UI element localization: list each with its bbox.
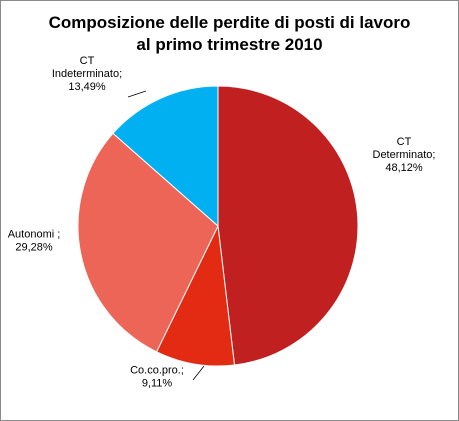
pie-slice-2 <box>77 132 219 353</box>
leader-line-3 <box>127 90 147 98</box>
chart-title-line-2: al primo trimestre 2010 <box>136 35 323 54</box>
data-label-category: Co.co.pro.; <box>130 365 184 377</box>
data-label-3: CT Indeterminato; 13,49% <box>52 55 122 93</box>
pie-slice-3 <box>112 85 219 228</box>
pie-labels: CT Determinato; 48,12%Co.co.pro.; 9,11%Auto… <box>8 55 436 390</box>
pie-slices <box>77 85 359 367</box>
data-label-0: CT Determinato; 48,12% <box>373 136 436 174</box>
data-label-value: 48,12% <box>385 162 423 174</box>
data-label-value: 29,28% <box>15 242 53 254</box>
leader-line-1 <box>192 365 205 381</box>
data-label-category: Indeterminato; <box>52 68 122 80</box>
data-label-2: Autonomi ; 29,28% <box>8 229 61 254</box>
data-label-category: Autonomi ; <box>8 229 61 241</box>
data-label-value: 9,11% <box>142 378 173 390</box>
data-label-category: CT <box>397 136 412 148</box>
data-label-category: CT <box>80 55 95 67</box>
pie-slice-1 <box>155 224 236 367</box>
data-label-1: Co.co.pro.; 9,11% <box>130 365 184 390</box>
chart-title-line-1: Composizione delle perdite di posti di l… <box>48 13 411 32</box>
data-label-value: 13,49% <box>68 81 106 93</box>
chart-title: Composizione delle perdite di posti di l… <box>0 12 459 56</box>
data-label-category: Determinato; <box>373 149 436 161</box>
pie-slice-0 <box>217 85 359 366</box>
